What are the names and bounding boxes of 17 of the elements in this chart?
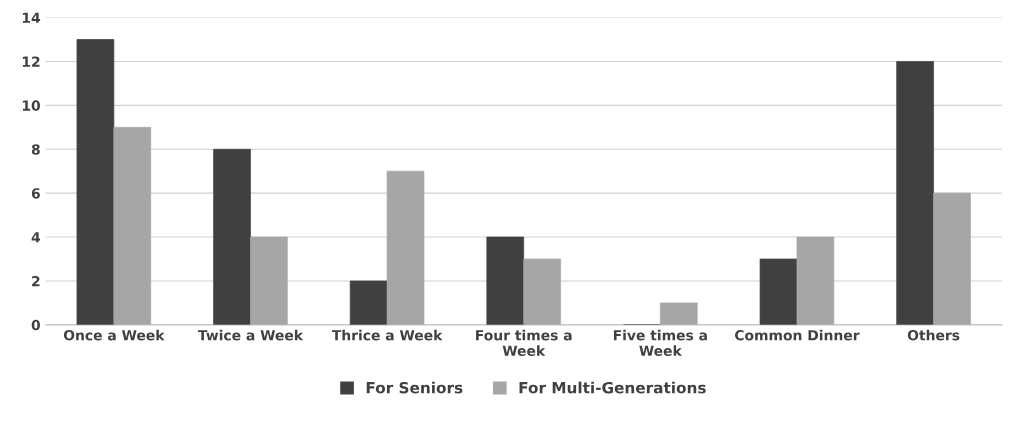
x-tick-label: Thrice a Week bbox=[331, 329, 443, 341]
x-tick-label: Once a Week bbox=[63, 329, 165, 341]
x-tick-label: Twice a Week bbox=[197, 329, 304, 341]
y-tick-label: 6 bbox=[31, 188, 40, 199]
y-tick-label: 8 bbox=[31, 144, 40, 155]
x-tick-label: Four times a Week bbox=[476, 329, 572, 357]
y-tick-label: 2 bbox=[32, 275, 40, 287]
y-tick-label: 14 bbox=[22, 12, 41, 23]
y-tick-label: 4 bbox=[31, 232, 41, 243]
x-tick-label: Others bbox=[907, 329, 960, 341]
y-tick-label: 12 bbox=[22, 56, 40, 67]
legend-label: For Seniors bbox=[366, 381, 463, 394]
legend-label: For Multi-Generations bbox=[519, 381, 706, 394]
x-tick-label: Five times a Week bbox=[613, 329, 707, 357]
y-tick-label: 10 bbox=[22, 100, 41, 111]
y-tick-label: 0 bbox=[31, 319, 41, 331]
x-tick-label: Common Dinner bbox=[735, 329, 860, 341]
